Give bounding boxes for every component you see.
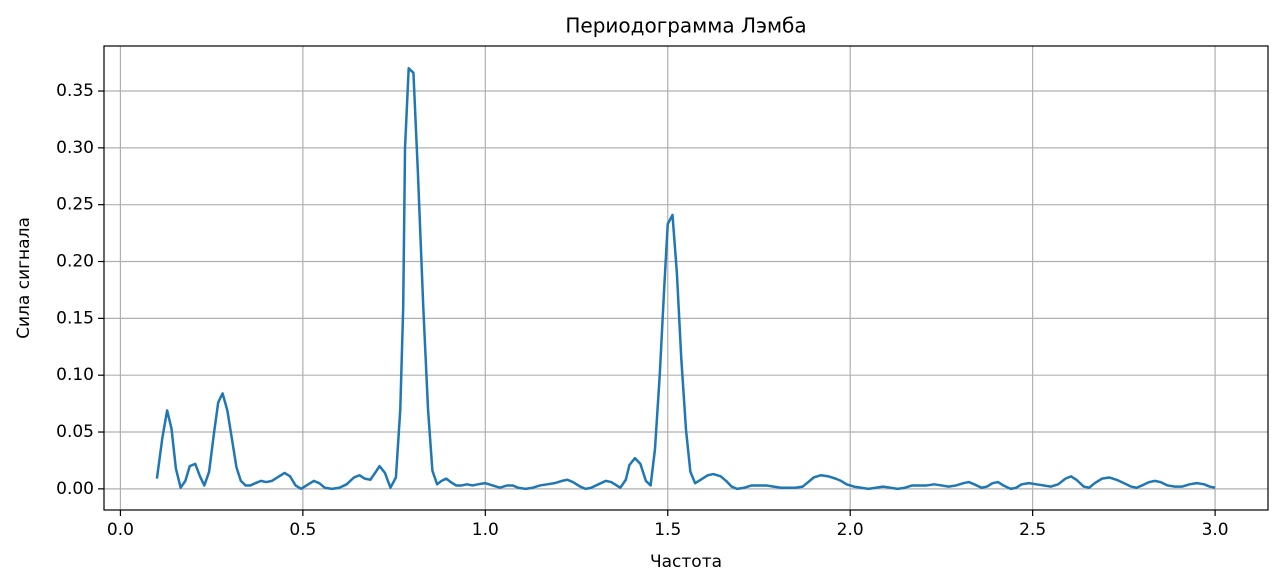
y-tick-label: 0.35 [56, 81, 94, 101]
y-axis-label: Сила сигнала [14, 217, 34, 339]
x-tick-label: 3.0 [1202, 520, 1229, 540]
plot-frame [103, 45, 1269, 511]
y-tick-label: 0.00 [56, 479, 94, 499]
y-tick-label: 0.05 [56, 422, 94, 442]
y-tick-label: 0.10 [56, 365, 94, 385]
x-tick-label: 2.0 [837, 520, 864, 540]
x-tick-label: 0.0 [107, 520, 134, 540]
y-tick-label: 0.20 [56, 252, 94, 272]
y-tick-label: 0.25 [56, 195, 94, 215]
x-tick-label: 1.0 [472, 520, 499, 540]
x-tick-label: 1.5 [654, 520, 681, 540]
x-axis-label: Частота [650, 552, 722, 572]
x-tick-label: 0.5 [289, 520, 316, 540]
data-line [155, 67, 1216, 491]
y-tick-label: 0.30 [56, 138, 94, 158]
chart-title: Периодограмма Лэмба [565, 14, 806, 38]
y-tick-label: 0.15 [56, 308, 94, 328]
x-tick-label: 2.5 [1019, 520, 1046, 540]
